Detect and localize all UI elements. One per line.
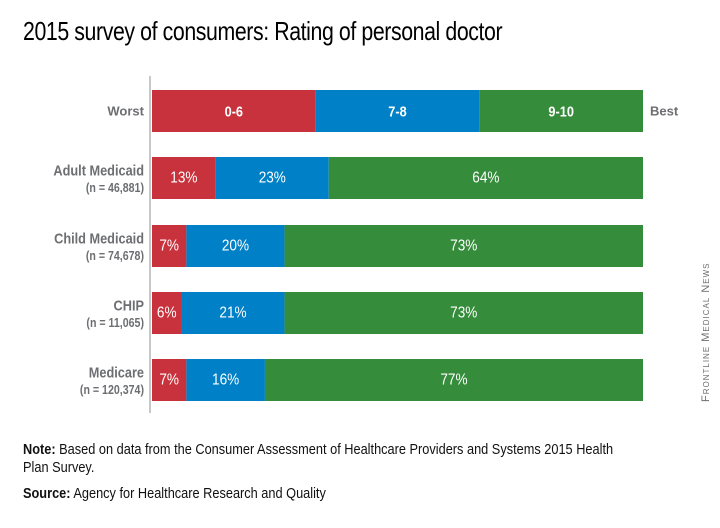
source-text: Agency for Healthcare Research and Quali… [70, 486, 326, 502]
bar-segment [284, 292, 643, 334]
legend-best-label: Best [650, 104, 679, 119]
category-label: CHIP [114, 296, 144, 313]
bar-segment [152, 157, 216, 199]
data-label: 73% [450, 237, 477, 254]
bar-segment [152, 359, 187, 401]
bar-segment [152, 225, 187, 267]
bar-segment [186, 225, 285, 267]
source-label: Source: [23, 486, 71, 502]
legend-segment-7-8 [315, 90, 480, 132]
category-label: Medicare [89, 363, 144, 380]
legend-worst-label: Worst [107, 104, 144, 119]
category-n-label: (n = 74,678) [86, 249, 144, 263]
legend-segment-0-6 [152, 90, 316, 132]
note: Note: Based on data from the Consumer As… [23, 441, 621, 477]
note-text: Based on data from the Consumer Assessme… [23, 442, 614, 476]
legend-segment-9-10 [479, 90, 643, 132]
bar-segment [152, 292, 182, 334]
legend-label-7-8: 7-8 [388, 102, 407, 119]
data-label: 13% [170, 169, 197, 186]
bar-segment [264, 359, 643, 401]
note-label: Note: [23, 442, 56, 458]
data-label: 20% [222, 237, 249, 254]
data-label: 16% [212, 371, 239, 388]
category-n-label: (n = 120,374) [80, 383, 144, 397]
source: Source: Agency for Healthcare Research a… [23, 486, 326, 502]
bar-segment [181, 292, 285, 334]
category-n-label: (n = 46,881) [86, 181, 144, 195]
data-label: 7% [159, 371, 179, 388]
bar-segment [284, 225, 643, 267]
bar-segment [186, 359, 265, 401]
category-label: Child Medicaid [54, 229, 144, 246]
credit-label: Frontline Medical News [700, 262, 712, 402]
legend-label-0-6: 0-6 [225, 102, 244, 119]
legend-label-9-10: 9-10 [548, 102, 574, 119]
data-label: 64% [472, 169, 499, 186]
category-label: Adult Medicaid [53, 161, 144, 178]
category-n-label: (n = 11,065) [86, 316, 144, 330]
chart-title: 2015 survey of consumers: Rating of pers… [23, 16, 503, 46]
bar-segment [215, 157, 329, 199]
data-label: 23% [259, 169, 286, 186]
data-label: 7% [159, 237, 179, 254]
data-label: 6% [157, 304, 177, 321]
data-label: 21% [219, 304, 246, 321]
bar-segment [328, 157, 643, 199]
data-label: 77% [440, 371, 467, 388]
data-label: 73% [450, 304, 477, 321]
